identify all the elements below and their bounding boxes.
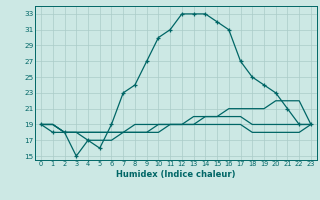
X-axis label: Humidex (Indice chaleur): Humidex (Indice chaleur): [116, 170, 236, 179]
